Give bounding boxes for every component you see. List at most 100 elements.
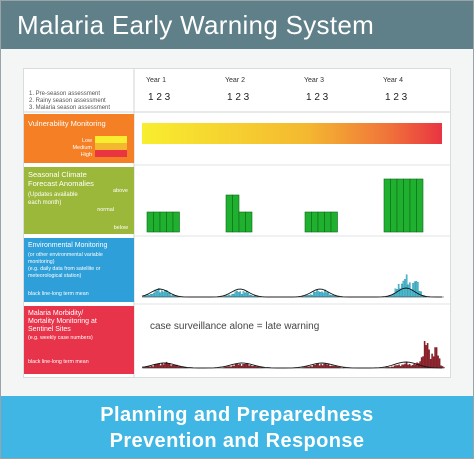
environment-bar — [238, 292, 239, 297]
morbidity-bar — [255, 366, 256, 368]
environment-note-line: (e.g. daily data from satellite or — [28, 266, 101, 272]
morbidity-bar — [165, 363, 166, 368]
forecast-bar — [154, 212, 161, 232]
forecast-title-line: Seasonal Climate — [28, 170, 87, 179]
forecast-bar — [331, 212, 338, 232]
morbidity-bar — [324, 364, 325, 368]
environment-bar — [329, 295, 330, 297]
legend-medium-label: Medium — [72, 145, 92, 151]
morbidity-bar — [168, 364, 169, 368]
morbidity-bar — [157, 364, 158, 368]
vulnerability-gradient-bar — [142, 123, 442, 144]
morbidity-bar — [414, 364, 415, 368]
forecast-bar — [325, 212, 332, 232]
year-label: Year 2 — [225, 77, 245, 84]
environment-bar — [310, 295, 311, 297]
morbidity-bar — [415, 365, 416, 368]
morbidity-bar — [397, 365, 398, 368]
morbidity-bar — [439, 359, 440, 368]
environment-bar — [232, 294, 233, 297]
vulnerability-title: Vulnerability Monitoring — [28, 119, 106, 128]
sub-ticks: 1 2 3 — [306, 92, 329, 103]
morbidity-bar — [432, 354, 433, 368]
environment-bar — [396, 289, 397, 297]
forecast-bar — [397, 179, 404, 232]
environment-bar — [406, 275, 407, 297]
level-above-label: above — [113, 188, 128, 194]
forecast-bar — [246, 212, 253, 232]
environment-bar — [169, 293, 170, 297]
morbidity-bar — [321, 364, 322, 368]
environment-bar — [416, 281, 417, 297]
year-label: Year 4 — [383, 77, 403, 84]
morbidity-bar — [246, 364, 247, 368]
morbidity-bar — [411, 366, 412, 368]
forecast-bar — [410, 179, 417, 232]
environment-bar — [233, 294, 234, 297]
morbidity-bar — [237, 364, 238, 368]
environment-note-line: monitoring) — [28, 259, 55, 265]
morbidity-bar — [435, 347, 436, 368]
footer-line-planning: Planning and Preparedness — [1, 404, 473, 427]
year-label: Year 1 — [146, 77, 166, 84]
forecast-bar — [160, 212, 167, 232]
morbidity-bar — [436, 347, 437, 368]
morbidity-bar — [316, 364, 317, 368]
morbidity-bar — [402, 365, 403, 368]
morbidity-bar — [433, 357, 434, 368]
environment-bar — [168, 293, 169, 297]
environment-bar — [164, 291, 165, 297]
environment-bar — [236, 291, 237, 297]
environment-bar — [153, 293, 154, 297]
environment-bar — [401, 284, 402, 297]
forecast-bar — [318, 212, 325, 232]
environment-bar — [323, 293, 324, 297]
footer-banner: Planning and Preparedness Prevention and… — [1, 396, 473, 458]
environment-note-line: meteorological station) — [28, 273, 82, 279]
environment-bar — [318, 291, 319, 297]
morbidity-bar — [421, 357, 422, 368]
morbidity-bar — [159, 363, 160, 368]
morbidity-bar — [244, 364, 245, 368]
morbidity-bar — [313, 365, 314, 368]
morbidity-bar — [327, 365, 328, 368]
environment-bar — [163, 292, 164, 297]
morbidity-note: (e.g. weekly case numbers) — [28, 335, 93, 341]
timeline-chart: 1. Pre-season assessment 2. Rainy season… — [24, 69, 450, 377]
morbidity-bar — [175, 366, 176, 368]
forecast-title-line: Forecast Anomalies — [28, 179, 94, 188]
environment-bar — [408, 285, 409, 297]
morbidity-bar — [328, 364, 329, 368]
morbidity-bar — [399, 365, 400, 368]
title-bar: Malaria Early Warning System — [1, 1, 473, 49]
morbidity-series — [144, 341, 445, 368]
environment-bar — [241, 294, 242, 297]
morbidity-bar — [235, 364, 236, 368]
forecast-note-line: each month) — [28, 200, 61, 206]
assessment-3: 3. Malaria season assessment — [29, 105, 110, 111]
morbidity-bar — [174, 365, 175, 368]
environment-bar — [321, 292, 322, 297]
morbidity-bar — [325, 363, 326, 368]
environment-bar — [409, 283, 410, 297]
morbidity-bar — [427, 343, 428, 368]
environment-bar — [156, 291, 157, 297]
forecast-bar — [226, 195, 233, 232]
forecast-bar — [239, 212, 246, 232]
morbidity-bar — [394, 366, 395, 368]
morbidity-bar — [403, 365, 404, 368]
forecast-bar — [404, 179, 411, 232]
morbidity-bar — [438, 356, 439, 368]
environment-bar — [249, 295, 250, 297]
environment-bar — [152, 294, 153, 297]
late-warning-annotation: case surveillance alone = late warning — [150, 321, 319, 332]
diagram-title: Malaria Early Warning System — [17, 10, 374, 41]
forecast-bar — [173, 212, 180, 232]
environment-bar — [150, 294, 151, 297]
legend-low-swatch — [95, 136, 127, 143]
morbidity-bar — [250, 365, 251, 368]
environment-title: Environmental Monitoring — [28, 242, 107, 249]
environment-bar — [155, 290, 156, 297]
sub-ticks: 1 2 3 — [385, 92, 408, 103]
morbidity-bar — [430, 359, 431, 368]
